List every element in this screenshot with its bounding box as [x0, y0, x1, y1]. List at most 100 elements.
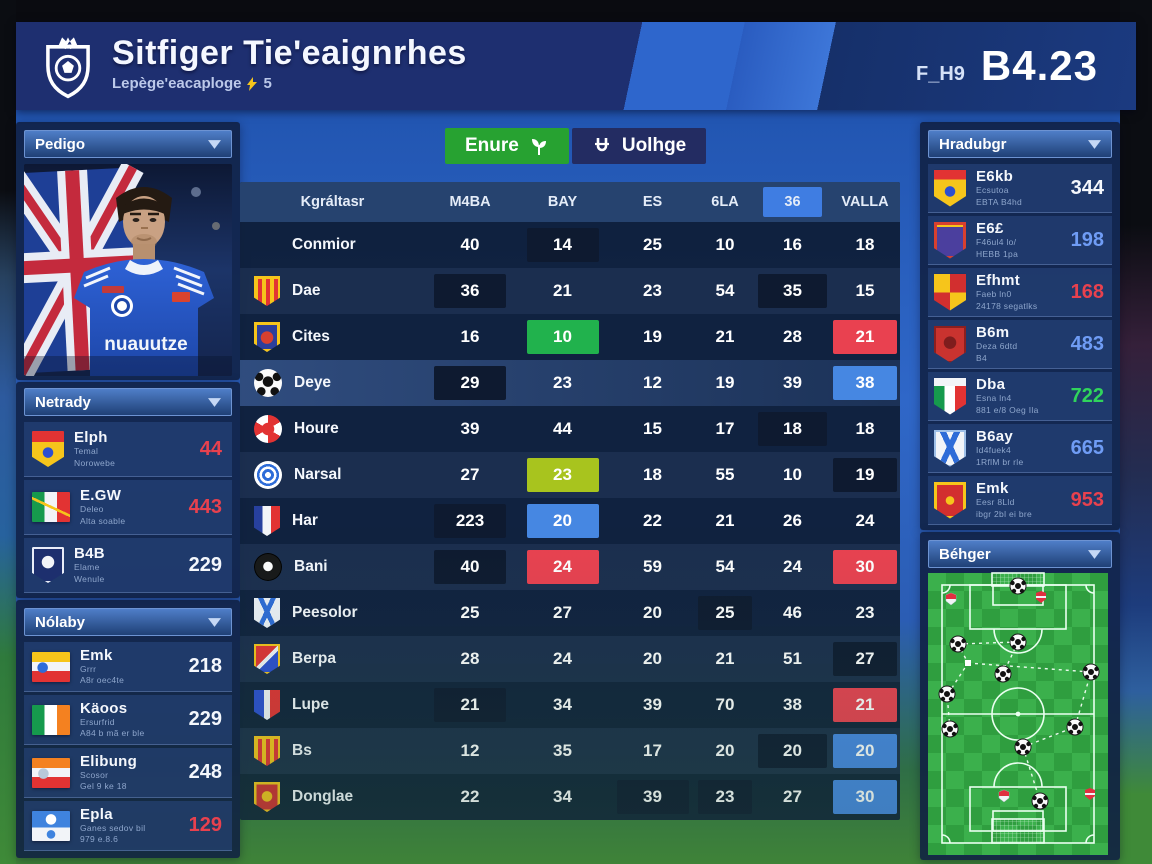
table-row[interactable]: Bani 40 24 59 54 24 30: [240, 544, 900, 590]
table-row[interactable]: Donglae 22 34 39 23 27 30: [240, 774, 900, 820]
stat-cell: 34: [553, 787, 572, 806]
stat-cell: 29: [434, 366, 506, 400]
table-row[interactable]: Houre 39 44 15 17 18 18: [240, 406, 900, 452]
stat-cell: 35: [553, 741, 572, 760]
team-sub2: 881 e/8 Oeg Ila: [976, 404, 1039, 415]
stat-cell: 25: [643, 235, 662, 254]
stats-table: Kgráltasr M4BA BAY ES 6LA 36 VALLA Conmi…: [240, 182, 900, 820]
team-name: B4B: [74, 545, 105, 563]
table-row[interactable]: Deye 29 23 12 19 39 38: [240, 360, 900, 406]
standings-item[interactable]: B4B Elame Wenule 229: [24, 538, 232, 593]
stat-cell: 10: [526, 320, 599, 354]
view-tabs: Enure Uolhge: [445, 128, 707, 164]
team-badge: [934, 273, 966, 311]
standings-item[interactable]: Elibung Scosor Gel 9 ke 18 248: [24, 748, 232, 798]
team-badge: [934, 221, 966, 259]
nolaby-title: Nólaby: [35, 613, 86, 631]
team-badge: [32, 547, 64, 583]
row-team-name: Lupe: [292, 696, 330, 713]
behger-section-header[interactable]: Béhger: [928, 540, 1112, 568]
stat-cell: 21: [833, 320, 897, 354]
stat-cell: 54: [715, 557, 735, 576]
row-team-name: Narsal: [294, 466, 342, 483]
table-row[interactable]: Cites 16 10 19 21 28 21: [240, 314, 900, 360]
standings-item[interactable]: Emk Eesr 8Lld ibgr 2bl ei bre 953: [928, 476, 1112, 525]
standings-item[interactable]: B6ay Id4fuek4 1RflM br rle 665: [928, 424, 1112, 473]
standings-item[interactable]: Emk Grrr A8r oec4te 218: [24, 642, 232, 692]
hradubgr-section-header[interactable]: Hradubgr: [928, 130, 1112, 158]
column-header[interactable]: M4BA: [449, 194, 491, 210]
team-name: B6ay: [976, 428, 1014, 446]
standings-item[interactable]: Dba Esna ln4 881 e/8 Oeg Ila 722: [928, 372, 1112, 421]
tab-uolhge[interactable]: Uolhge: [571, 128, 707, 164]
stat-cell: 24: [855, 511, 875, 530]
nolaby-section-header[interactable]: Nólaby: [24, 608, 232, 636]
stat-cell: 25: [460, 603, 480, 622]
stat-cell: 40: [460, 235, 480, 254]
stat-cell: 27: [833, 642, 897, 676]
standings-item[interactable]: E.GW Deleo Alta soable 443: [24, 480, 232, 535]
team-badge: [254, 736, 280, 766]
stat-cell: 18: [855, 235, 875, 254]
team-badge: [32, 431, 64, 467]
stat-cell: 40: [434, 550, 506, 584]
plant-icon: [531, 139, 546, 155]
standings-item[interactable]: Elph Temal Norowebe 44: [24, 422, 232, 477]
page-subtitle: Lepège'eacaploge: [112, 75, 242, 92]
standings-item[interactable]: E6£ F46ul4 lo/ HEBB 1pa 198: [928, 216, 1112, 265]
stat-cell: 223: [434, 504, 506, 538]
team-name: Epla: [80, 805, 113, 823]
stat-cell: 20: [643, 649, 662, 668]
column-header[interactable]: 36: [763, 187, 822, 217]
standings-item[interactable]: B6m Deza 6dtd B4 483: [928, 320, 1112, 369]
stat-cell: 21: [833, 688, 897, 722]
team-badge: [254, 369, 282, 397]
team-sub2: Gel 9 ke 18: [80, 781, 127, 791]
stat-cell: 10: [715, 235, 735, 254]
stat-cell: 20: [758, 734, 827, 768]
standings-item[interactable]: Efhmt Faeb ln0 24178 segatlks 168: [928, 268, 1112, 317]
standings-item[interactable]: Käoos Ersurfrid A84 b mã er ble 229: [24, 695, 232, 745]
column-header[interactable]: Kgráltasr: [300, 194, 365, 210]
stat-cell: 22: [460, 787, 480, 806]
team-value: 129: [188, 814, 222, 836]
table-body: Conmior 40 14 25 10 16 18 Dae 36 21 23 5…: [240, 222, 900, 820]
team-sub1: Ganes sedov bil: [80, 822, 146, 833]
column-header[interactable]: VALLA: [841, 194, 889, 210]
tab-uolhge-label: Uolhge: [621, 135, 687, 156]
team-sub2: Wenule: [74, 573, 105, 584]
team-value: 229: [188, 708, 222, 730]
standings-item[interactable]: E6kb Ecsutoa EBTA B4hd 344: [928, 164, 1112, 213]
team-sub1: Grrr: [80, 663, 97, 674]
stat-cell: 55: [715, 465, 735, 484]
player-section-header[interactable]: Pedigo: [24, 130, 232, 158]
stat-cell: 35: [758, 274, 827, 308]
column-header[interactable]: ES: [642, 194, 663, 210]
team-value: 248: [188, 761, 222, 783]
column-header[interactable]: BAY: [547, 194, 578, 210]
standings-item[interactable]: Epla Ganes sedov bil 979 e.8.6 129: [24, 801, 232, 851]
team-sub1: F46ul4 lo/: [976, 237, 1017, 248]
stat-cell: 23: [643, 281, 662, 300]
team-sub2: A84 b mã er ble: [80, 728, 145, 738]
row-team-name: Conmior: [292, 236, 356, 253]
shield-u-icon: [594, 138, 609, 152]
stat-cell: 18: [643, 465, 662, 484]
stat-cell: 12: [460, 741, 480, 760]
team-sub1: Faeb ln0: [976, 289, 1012, 300]
tab-enure[interactable]: Enure: [445, 128, 569, 164]
behger-title: Béhger: [939, 545, 991, 563]
table-row[interactable]: Har 223 20 22 21 26 24: [240, 498, 900, 544]
table-row[interactable]: Berpa 28 24 20 21 51 27: [240, 636, 900, 682]
stat-cell: 24: [526, 550, 599, 584]
column-header[interactable]: 6LA: [711, 194, 739, 210]
row-team-name: Peesolor: [292, 604, 358, 621]
table-row[interactable]: Narsal 27 23 18 55 10 19: [240, 452, 900, 498]
table-row[interactable]: Conmior 40 14 25 10 16 18: [240, 222, 900, 268]
table-row[interactable]: Peesolor 25 27 20 25 46 23: [240, 590, 900, 636]
table-row[interactable]: Lupe 21 34 39 70 38 21: [240, 682, 900, 728]
team-sub1: Id4fuek4: [976, 445, 1012, 456]
table-row[interactable]: Dae 36 21 23 54 35 15: [240, 268, 900, 314]
netrady-section-header[interactable]: Netrady: [24, 388, 232, 416]
table-row[interactable]: Bs 12 35 17 20 20 20: [240, 728, 900, 774]
